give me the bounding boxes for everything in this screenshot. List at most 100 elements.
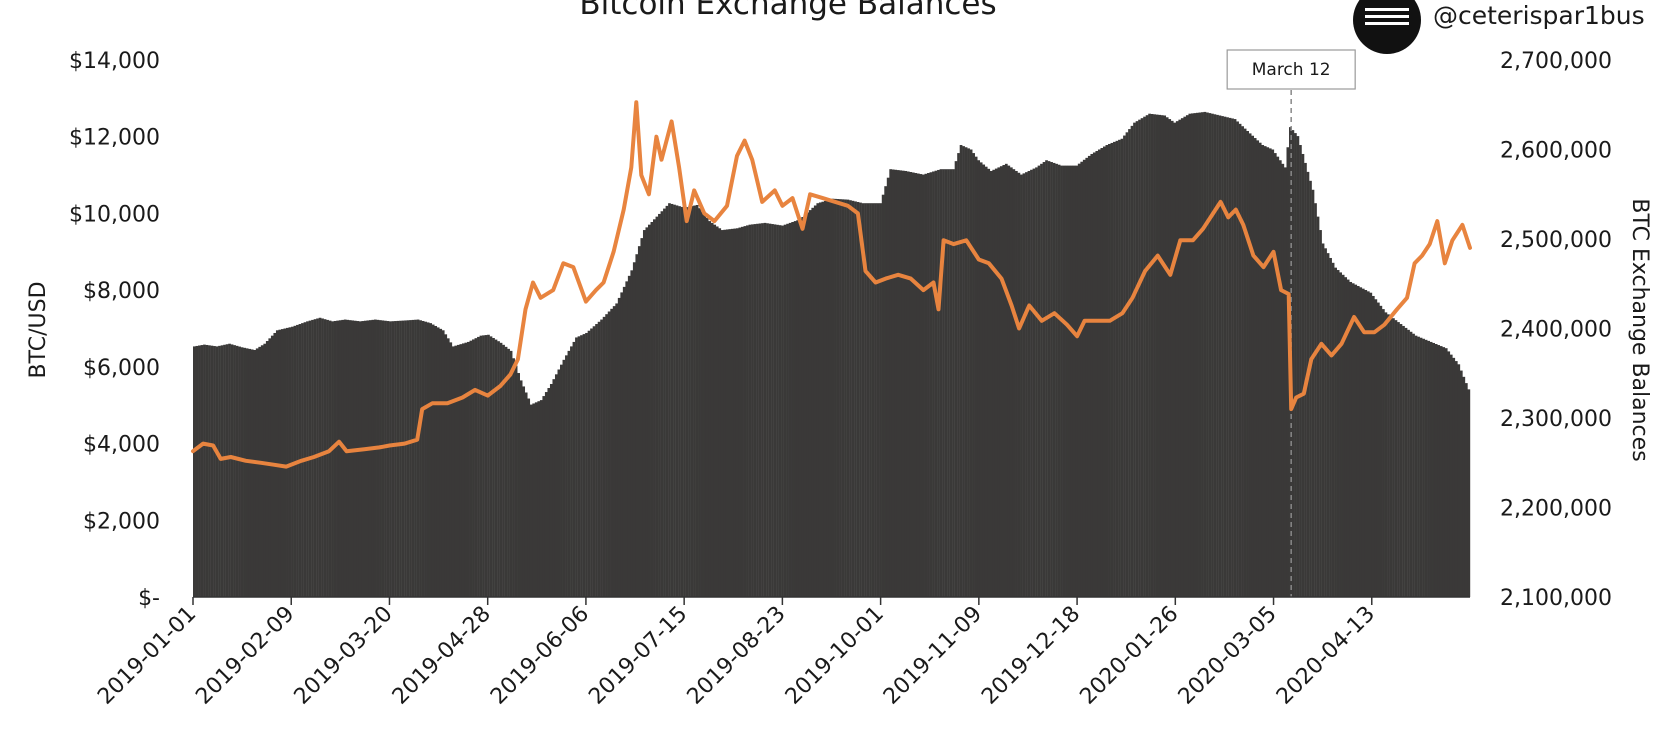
exchange-balance-bar [891,169,895,598]
exchange-balance-bar [718,228,722,597]
exchange-balance-bar [791,222,794,597]
exchange-balance-bar [1417,336,1420,597]
exchange-balance-bar [1196,112,1199,597]
exchange-balance-bar [585,332,588,597]
exchange-balance-bar [911,172,915,597]
exchange-balance-bar [1392,318,1395,597]
exchange-balance-bar [909,172,913,597]
exchange-balance-bar [1233,119,1237,597]
exchange-balance-bar [826,200,830,597]
exchange-balance-bar [527,398,531,597]
exchange-balance-bar [947,169,950,597]
exchange-balance-bar [831,198,835,597]
exchange-balance-bar [215,346,219,597]
exchange-balance-bar [919,174,923,598]
exchange-balance-bar [444,334,448,597]
exchange-balance-bar [937,169,940,597]
exchange-balance-bar [783,224,787,597]
exchange-balance-bar [1349,281,1353,597]
exchange-balance-bar [429,323,433,597]
exchange-balance-bar [663,208,666,597]
exchange-balance-bar [1326,253,1330,597]
exchange-balance-bar [688,206,691,597]
exchange-balance-bar [1429,341,1433,597]
exchange-balance-bar [1271,149,1275,597]
exchange-balance-bar [1004,163,1008,597]
exchange-balance-bar [637,246,641,597]
exchange-balance-bar [640,238,644,598]
march-12-callout-label: March 12 [1252,60,1331,80]
exchange-balance-bar [627,275,631,597]
exchange-balance-bar [394,321,397,597]
exchange-balance-bar [1434,344,1438,597]
exchange-balance-bar [1211,113,1214,597]
exchange-balance-bar [1238,123,1242,597]
exchange-balance-bar [1261,145,1265,597]
exchange-balance-bar [680,206,684,597]
exchange-balance-bar [886,177,890,597]
exchange-balance-bar [625,281,629,597]
exchange-balance-bar [507,348,510,597]
exchange-balance-bar [914,173,918,597]
exchange-balance-bar [431,324,435,597]
exchange-balance-bar [763,222,767,597]
exchange-balance-bar [730,228,734,598]
exchange-balance-bar [746,225,749,597]
exchange-balance-bar [1447,351,1451,597]
left-axis-title: BTC/USD [26,281,51,378]
exchange-balance-bar [1183,116,1187,598]
exchange-balance-bar [326,319,329,597]
exchange-balance-bar [1369,292,1373,597]
exchange-balance-bar [479,335,483,597]
exchange-balance-bar [670,203,674,597]
exchange-balance-bar [1173,122,1177,598]
exchange-balance-bar [537,401,541,597]
exchange-balance-bar [1452,357,1456,597]
exchange-balance-bar [1050,162,1053,597]
exchange-balance-bar [193,346,196,597]
exchange-balance-bar [1457,364,1461,597]
exchange-balance-bar [1266,147,1270,597]
exchange-balance-bar [504,346,508,597]
exchange-balance-bar [1331,262,1335,597]
exchange-balance-bar [1251,135,1255,597]
exchange-balance-bar [396,320,400,597]
exchange-balance-bar [1148,113,1151,597]
exchange-balance-bar [361,321,365,597]
exchange-balance-bar [1090,153,1094,598]
exchange-balance-bar [881,194,885,597]
exchange-balance-bar [1439,346,1443,597]
exchange-balance-bar [343,319,347,597]
exchange-balance-bar [841,199,845,597]
exchange-balance-bar [1371,295,1375,597]
exchange-balance-bar [474,338,478,597]
exchange-balance-bar [1170,120,1174,598]
exchange-balance-bar [1052,162,1056,597]
exchange-balance-bar [607,311,611,597]
exchange-balance-bar [1301,153,1305,598]
exchange-balance-bar [856,202,860,597]
exchange-balance-bar [1399,324,1403,597]
x-tick-label: 2020-03-05 [1174,602,1282,710]
exchange-balance-bar [700,211,704,597]
exchange-balance-bar [864,203,867,597]
exchange-balance-bar [673,204,676,597]
exchange-balance-bar [554,374,558,597]
exchange-balance-bar [665,205,669,597]
exchange-balance-bar [404,320,407,597]
exchange-balance-bar [813,205,817,597]
exchange-balance-bar [336,320,339,597]
menu-icon-bar [1365,15,1409,18]
exchange-balance-bar [1150,114,1154,597]
exchange-balance-bar [572,341,576,597]
exchange-balance-bar [720,230,724,598]
exchange-balance-bar [1366,291,1370,597]
exchange-balance-bar [1042,162,1046,597]
exchange-balance-bar [969,149,973,597]
exchange-balance-bar [1045,160,1048,598]
exchange-balance-bar [1351,283,1355,597]
exchange-balance-bar [1361,288,1365,597]
left-y-tick-label: $6,000 [83,356,160,381]
exchange-balance-bar [1276,156,1280,597]
exchange-balance-bar [1168,119,1172,597]
